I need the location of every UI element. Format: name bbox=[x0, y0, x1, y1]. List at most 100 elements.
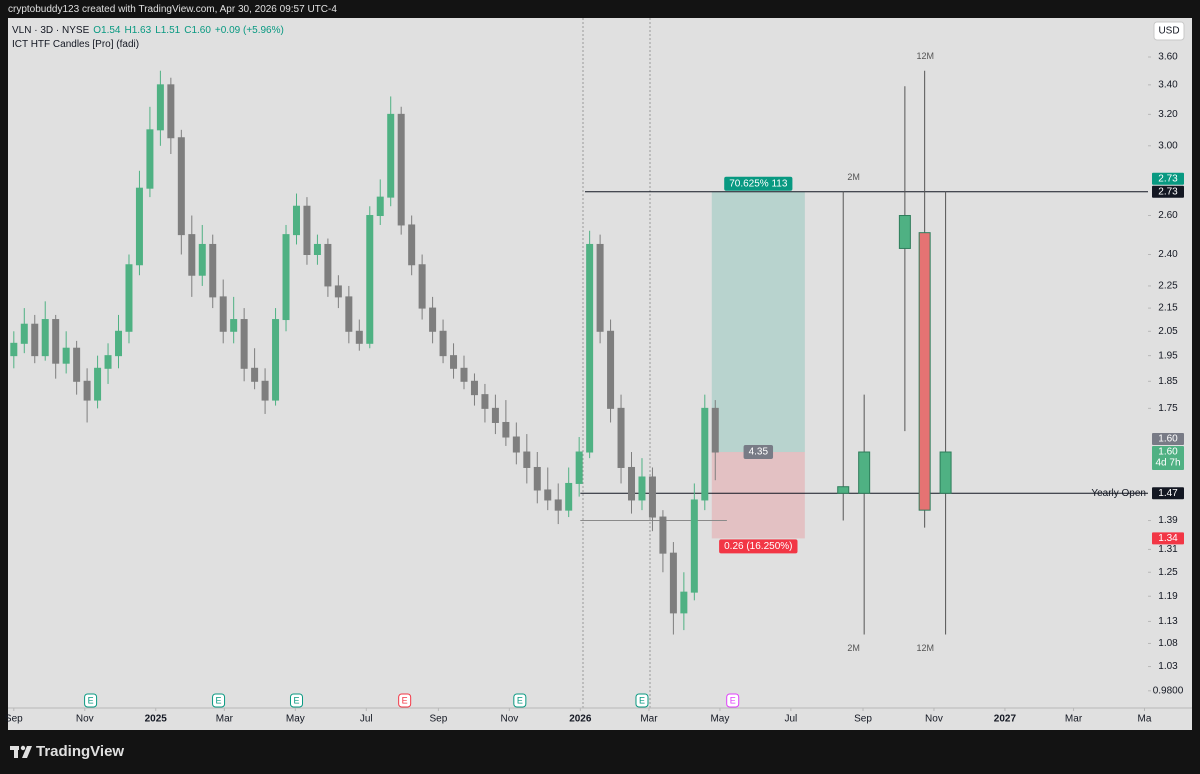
y-tick-label: 2.25 bbox=[1158, 281, 1178, 292]
x-tick-label: 2025 bbox=[145, 714, 168, 725]
event-marker bbox=[84, 693, 98, 708]
candle-body bbox=[20, 323, 28, 344]
event-label: E bbox=[402, 695, 408, 705]
candle-body bbox=[439, 330, 447, 357]
candle-body bbox=[272, 319, 280, 401]
event-label: E bbox=[216, 695, 222, 705]
event-label: E bbox=[293, 695, 299, 705]
ratio-label: 4.35 bbox=[749, 447, 769, 458]
candle-body bbox=[52, 319, 60, 364]
candle-body bbox=[94, 367, 102, 401]
price-tag-label: 1.34 bbox=[1158, 533, 1178, 544]
y-tick-label: 1.13 bbox=[1158, 616, 1178, 627]
price-tag bbox=[1152, 185, 1184, 198]
indicator-name[interactable]: ICT HTF Candles [Pro] (fadi) bbox=[12, 39, 140, 50]
candle-body bbox=[523, 451, 531, 468]
event-marker bbox=[212, 693, 226, 708]
y-tick-label: 1.25 bbox=[1158, 567, 1178, 578]
candle-body bbox=[125, 264, 133, 332]
candle-body bbox=[41, 319, 49, 357]
x-tick-label: Sep bbox=[430, 714, 448, 725]
brand-logo bbox=[10, 745, 32, 758]
currency[interactable]: USD bbox=[1158, 26, 1179, 37]
x-tick-label: 2027 bbox=[994, 714, 1017, 725]
target-label-group: 70.625% 113 bbox=[724, 176, 793, 191]
countdown: 4d 7h bbox=[1155, 458, 1180, 469]
candle-body bbox=[387, 113, 395, 198]
ohlc-value: O1.54 bbox=[93, 25, 121, 36]
price-tag bbox=[1152, 532, 1184, 545]
stop-label: 0.26 (16.250%) bbox=[724, 541, 792, 552]
candle-body bbox=[198, 243, 206, 276]
candle-body bbox=[638, 476, 646, 501]
y-tick-label: 3.00 bbox=[1158, 140, 1178, 151]
htf-label: 2M bbox=[847, 172, 860, 182]
stop-label-group: 0.26 (16.250%) bbox=[719, 539, 798, 554]
credit: cryptobuddy123 created with TradingView.… bbox=[8, 4, 337, 15]
candle-body bbox=[502, 421, 510, 438]
candle-body bbox=[607, 330, 615, 409]
x-tick-label: Nov bbox=[500, 714, 518, 725]
price-tag bbox=[1152, 487, 1184, 500]
target-zone bbox=[711, 191, 805, 453]
candle-body bbox=[481, 394, 489, 409]
candle-body bbox=[73, 347, 81, 382]
htf-label: 2M bbox=[847, 643, 860, 653]
candle-body bbox=[533, 466, 541, 491]
candle-body bbox=[429, 307, 437, 332]
x-tick-label: Mar bbox=[640, 714, 658, 725]
y-tick-label: 1.39 bbox=[1158, 515, 1178, 526]
candle-body bbox=[188, 234, 196, 276]
candle-body bbox=[230, 319, 238, 332]
event-label: E bbox=[517, 695, 523, 705]
candle-body bbox=[366, 215, 374, 344]
event-label: E bbox=[88, 695, 94, 705]
symbol[interactable]: VLN · 3D · NYSE bbox=[12, 25, 90, 36]
y-tick-label: 2.15 bbox=[1158, 303, 1178, 314]
ratio-label-group: 4.35 bbox=[743, 445, 774, 460]
y-tick-label: 1.85 bbox=[1158, 376, 1178, 387]
candle-body bbox=[167, 84, 175, 139]
ohlc: O1.54 H1.63 L1.51 C1.60 bbox=[93, 25, 211, 36]
candle-body bbox=[397, 113, 405, 226]
event-marker bbox=[398, 693, 412, 708]
candle-body bbox=[261, 380, 269, 401]
candle-body bbox=[104, 355, 112, 369]
htf-label: 12M bbox=[916, 643, 934, 653]
candle-body bbox=[575, 451, 583, 484]
candle-body bbox=[460, 367, 468, 382]
y-tick-label: 3.20 bbox=[1158, 109, 1178, 120]
candle-body bbox=[303, 205, 311, 256]
candle-body bbox=[146, 129, 154, 189]
y-tick-label: 1.03 bbox=[1158, 661, 1178, 672]
htf-label: 12M bbox=[916, 51, 934, 61]
price-tag-label: 1.60 bbox=[1158, 434, 1178, 445]
candle-body bbox=[10, 342, 18, 357]
event-marker bbox=[289, 693, 303, 708]
candle-body bbox=[837, 486, 850, 494]
candle-body bbox=[135, 187, 143, 266]
y-tick-label: 1.08 bbox=[1158, 638, 1178, 649]
ratio-label-box bbox=[743, 445, 774, 460]
candle-body bbox=[680, 591, 688, 614]
candle-body bbox=[62, 347, 70, 364]
currency-button[interactable] bbox=[1153, 21, 1185, 41]
y-tick-label: 2.60 bbox=[1158, 210, 1178, 221]
candle-body bbox=[156, 84, 164, 131]
price-tag-label: 2.73 bbox=[1158, 173, 1178, 184]
candle-body bbox=[408, 224, 416, 266]
candle-body bbox=[512, 436, 520, 453]
y-tick-label: 1.75 bbox=[1158, 403, 1178, 414]
x-tick-label: Mar bbox=[216, 714, 234, 725]
brand: TradingView bbox=[36, 743, 124, 760]
x-tick-label: Sep bbox=[854, 714, 872, 725]
ohlc-value: C1.60 bbox=[184, 25, 211, 36]
candle-body bbox=[554, 499, 562, 511]
candle-body bbox=[918, 232, 931, 511]
x-tick-label: May bbox=[710, 714, 729, 725]
candle-body bbox=[565, 482, 573, 511]
x-tick-label: Jul bbox=[784, 714, 797, 725]
candle-body bbox=[83, 380, 91, 401]
candle-body bbox=[858, 451, 871, 494]
chart-background bbox=[8, 18, 1192, 730]
